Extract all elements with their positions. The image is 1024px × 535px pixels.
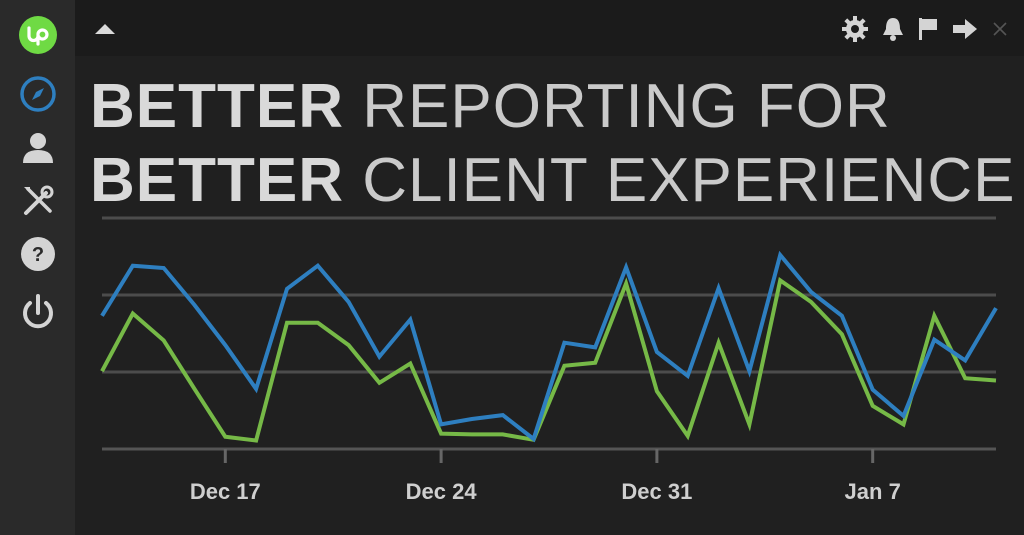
x-tick-label: Dec 17 <box>190 479 261 504</box>
sidebar: ? <box>0 0 75 535</box>
series-line-green <box>100 277 997 443</box>
upwork-logo-icon[interactable] <box>17 14 59 56</box>
flag-icon[interactable] <box>913 14 943 44</box>
line-chart: Dec 17 Dec 24 Dec 31 Jan 7 <box>100 216 998 504</box>
user-icon[interactable] <box>17 127 59 169</box>
svg-text:?: ? <box>32 244 44 266</box>
close-icon[interactable] <box>985 14 1015 44</box>
power-icon[interactable] <box>17 291 59 333</box>
compass-icon[interactable] <box>17 73 59 115</box>
collapse-caret-icon[interactable] <box>95 24 115 34</box>
arrow-right-icon[interactable] <box>950 14 980 44</box>
gear-icon[interactable] <box>840 14 870 44</box>
headline-line-1-bold: BETTER <box>90 72 344 141</box>
headline-line-2: BETTER CLIENT EXPERIENCE <box>90 144 1016 218</box>
x-tick-label: Dec 31 <box>621 479 692 504</box>
headline-line-1-light: REPORTING FOR <box>362 72 891 141</box>
tools-icon[interactable] <box>17 180 59 222</box>
headline-line-2-light: CLIENT EXPERIENCE <box>362 146 1016 215</box>
headline-line-2-bold: BETTER <box>90 146 344 215</box>
x-tick-label: Dec 24 <box>406 479 478 504</box>
help-icon[interactable]: ? <box>17 233 59 275</box>
x-tick-label: Jan 7 <box>845 479 901 504</box>
top-bar <box>75 0 1024 56</box>
series-line-blue <box>100 250 998 443</box>
report-banner: BETTER REPORTING FOR BETTER CLIENT EXPER… <box>75 56 1024 535</box>
bell-icon[interactable] <box>878 14 908 44</box>
headline-line-1: BETTER REPORTING FOR <box>90 70 1016 144</box>
headline: BETTER REPORTING FOR BETTER CLIENT EXPER… <box>90 70 1016 218</box>
